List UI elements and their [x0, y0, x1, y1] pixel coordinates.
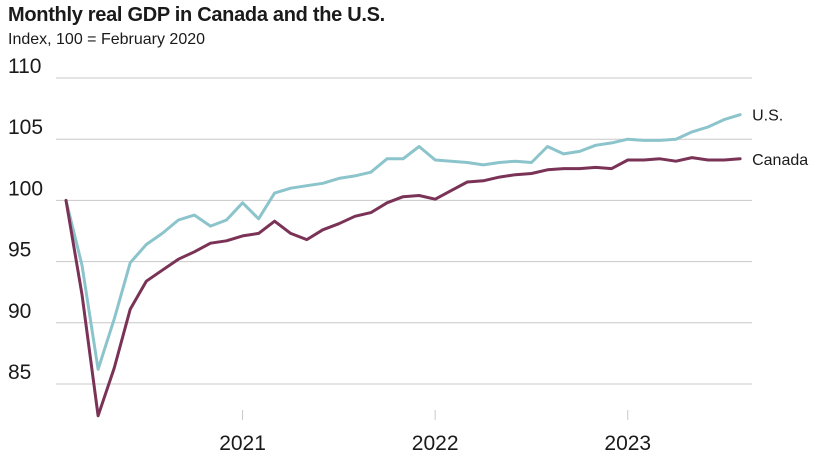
series-label: Canada — [752, 152, 808, 169]
chart-subtitle: Index, 100 = February 2020 — [8, 31, 206, 48]
x-tick-label: 2022 — [412, 432, 459, 455]
series-labels: U.S. Canada — [752, 108, 808, 169]
y-axis-ticks: 85 90 95 100 105 110 — [8, 55, 43, 384]
series-label: U.S. — [752, 108, 783, 125]
x-tick-label: 2021 — [219, 432, 266, 455]
x-axis-ticks: 2021 2022 2023 — [219, 410, 651, 455]
series-line-canada — [64, 156, 742, 418]
gridlines — [56, 77, 752, 385]
series-lines — [64, 113, 742, 418]
series-line-u-s — [64, 113, 742, 371]
y-tick-label: 90 — [8, 300, 31, 323]
y-tick-label: 110 — [8, 55, 41, 78]
x-tick-label: 2023 — [604, 432, 651, 455]
chart-title: Monthly real GDP in Canada and the U.S. — [8, 4, 385, 26]
y-tick-label: 105 — [8, 116, 43, 139]
y-tick-label: 100 — [8, 177, 43, 200]
y-tick-label: 85 — [8, 361, 31, 384]
y-tick-label: 95 — [8, 239, 31, 262]
